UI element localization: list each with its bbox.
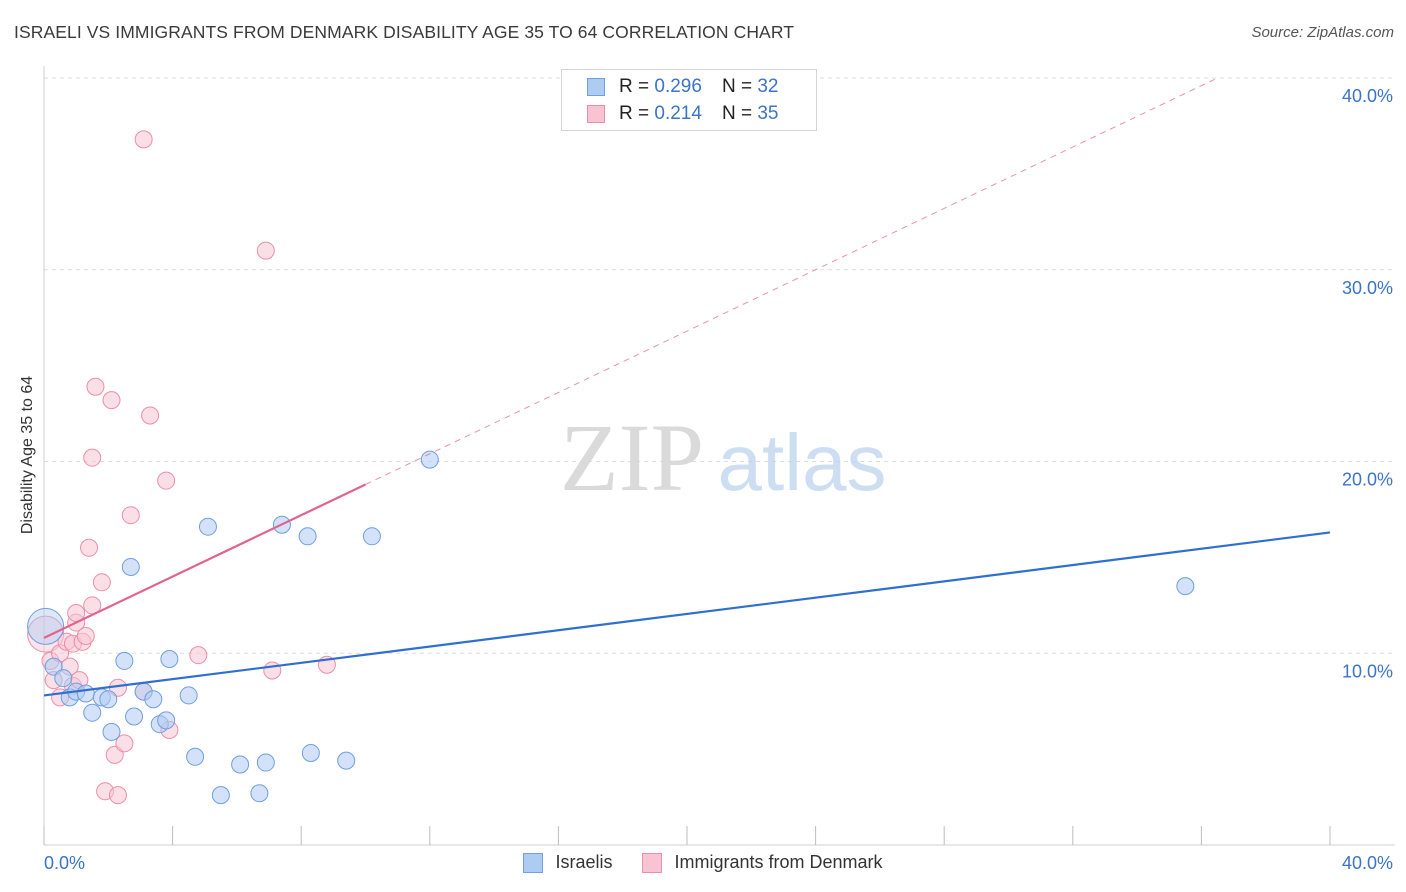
denmark-point	[102, 391, 121, 410]
israelis-point	[298, 527, 317, 546]
denmark-point	[141, 406, 160, 425]
denmark-point	[263, 661, 282, 680]
denmark-swatch	[642, 852, 663, 873]
israelis-point	[179, 686, 198, 705]
israelis-point	[54, 669, 73, 688]
n-label: N =	[721, 103, 753, 124]
denmark-point	[121, 506, 140, 525]
y-tick-label: 40.0%	[1342, 86, 1393, 106]
legend-label: Immigrants from Denmark	[674, 852, 883, 872]
israelis-point	[337, 751, 356, 770]
israelis-point	[250, 784, 269, 803]
watermark-zip: ZIP	[560, 404, 704, 511]
israelis-point	[231, 755, 250, 774]
denmark-point	[108, 786, 127, 805]
israelis-point	[76, 684, 95, 703]
r-label: R =	[619, 76, 650, 97]
israelis-swatch	[587, 78, 605, 96]
r-value: 0.214	[654, 103, 702, 124]
legend-row-denmark: R = 0.214 N = 35	[587, 102, 778, 126]
israelis-trend-line	[43, 531, 1331, 697]
data-points	[27, 130, 1195, 805]
denmark-point	[76, 626, 95, 645]
denmark-point	[80, 538, 99, 557]
israelis-point	[99, 690, 118, 709]
y-tick-label: 20.0%	[1342, 470, 1393, 490]
stats-legend: R = 0.296 N = 32 R = 0.214 N = 35	[561, 69, 817, 131]
legend-item-denmark[interactable]: Immigrants from Denmark	[642, 852, 883, 873]
r-value: 0.296	[654, 76, 702, 97]
x-tick-label: 0.0%	[44, 853, 85, 873]
israelis-point	[186, 747, 205, 766]
israelis-point	[256, 753, 275, 772]
denmark-point	[115, 734, 134, 753]
israelis-point	[121, 557, 140, 576]
n-label: N =	[721, 76, 753, 97]
israelis-swatch	[523, 852, 544, 873]
legend-row-israelis: R = 0.296 N = 32	[587, 75, 778, 99]
gridlines	[44, 77, 1395, 654]
chart-title: ISRAELI VS IMMIGRANTS FROM DENMARK DISAB…	[14, 22, 795, 42]
denmark-point	[92, 573, 111, 592]
series-legend: Israelis Immigrants from Denmark	[0, 852, 1406, 873]
n-value: 35	[757, 103, 779, 124]
israelis-point	[362, 527, 381, 546]
trend-lines	[43, 77, 1331, 697]
israelis-point	[157, 711, 176, 730]
legend-item-israelis[interactable]: Israelis	[523, 852, 612, 873]
denmark-point	[134, 130, 153, 149]
r-label: R =	[619, 103, 650, 124]
denmark-point	[189, 646, 208, 665]
israelis-point	[301, 743, 320, 762]
denmark-point	[256, 241, 275, 260]
israelis-point	[83, 703, 102, 722]
denmark-trend-line	[43, 483, 366, 639]
denmark-point	[157, 471, 176, 490]
axes	[43, 66, 1395, 846]
denmark-point	[86, 377, 105, 396]
denmark-trend-extension	[365, 77, 1218, 485]
israelis-point	[44, 657, 63, 676]
y-tick-label: 10.0%	[1342, 661, 1393, 681]
israelis-point	[102, 722, 121, 741]
israelis-point	[160, 650, 179, 669]
tick-labels: 10.0% 20.0% 30.0% 40.0% 0.0% 40.0%	[44, 86, 1393, 873]
legend-label: Israelis	[555, 852, 613, 872]
x-tick-label: 40.0%	[1342, 853, 1393, 873]
israelis-point	[144, 690, 163, 709]
y-tick-label: 30.0%	[1342, 278, 1393, 298]
denmark-point	[105, 745, 124, 764]
israelis-point	[115, 651, 134, 670]
israelis-point	[198, 517, 217, 536]
denmark-point	[83, 448, 102, 467]
israelis-point	[211, 786, 230, 805]
source-attribution: Source: ZipAtlas.com	[1251, 24, 1394, 41]
israelis-point	[27, 607, 65, 645]
israelis-point	[125, 707, 144, 726]
denmark-swatch	[587, 105, 605, 123]
israelis-point	[1176, 577, 1195, 596]
n-value: 32	[757, 76, 779, 97]
watermark-atlas: atlas	[718, 418, 887, 507]
